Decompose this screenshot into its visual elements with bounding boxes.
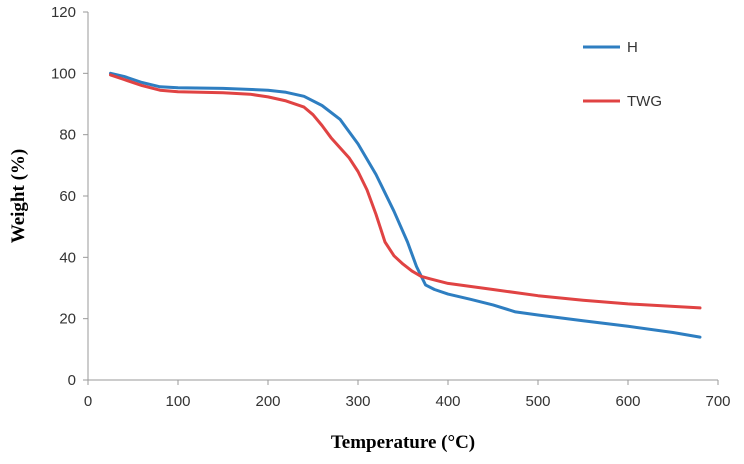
x-tick-label: 600	[615, 393, 640, 410]
x-tick-label: 0	[84, 393, 92, 410]
series-line-twg	[109, 73, 702, 310]
y-axis-title: Weight (%)	[8, 149, 29, 243]
y-tick-label: 60	[59, 188, 76, 205]
x-tick-label: 700	[705, 393, 730, 410]
series-layer	[109, 71, 702, 339]
plot-area: 0 100 200 300 400 500 600 700 0 20 40 60 80 100 120	[51, 4, 731, 410]
series-line-h	[109, 71, 702, 339]
x-tick-label: 400	[435, 393, 460, 410]
y-tick-label: 120	[51, 4, 76, 21]
x-ticks: 0 100 200 300 400 500 600 700	[84, 380, 731, 410]
x-tick-label: 100	[165, 393, 190, 410]
legend: H TWG	[583, 39, 662, 110]
x-tick-label: 200	[255, 393, 280, 410]
legend-label-h: H	[627, 39, 638, 56]
y-tick-label: 80	[59, 127, 76, 144]
x-tick-label: 300	[345, 393, 370, 410]
y-ticks: 0 20 40 60 80 100 120	[51, 4, 88, 389]
y-tick-label: 20	[59, 311, 76, 328]
y-tick-label: 40	[59, 249, 76, 266]
x-tick-label: 500	[525, 393, 550, 410]
y-tick-label: 100	[51, 65, 76, 82]
y-tick-label: 0	[68, 372, 76, 389]
legend-label-twg: TWG	[627, 93, 662, 110]
x-axis-title: Temperature (°C)	[331, 432, 475, 453]
